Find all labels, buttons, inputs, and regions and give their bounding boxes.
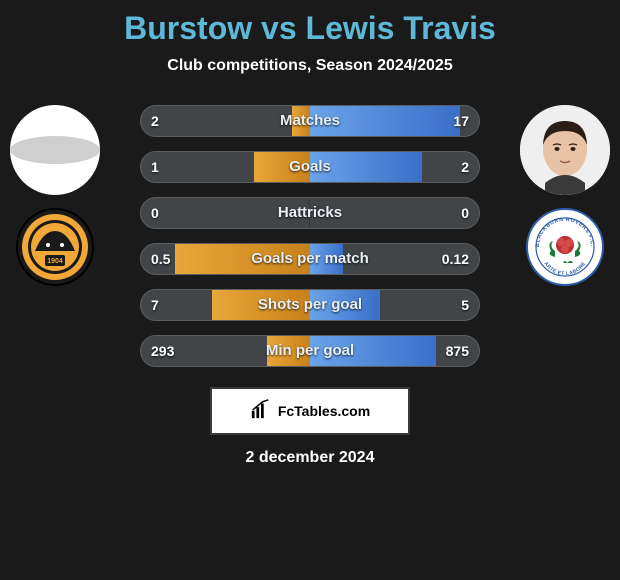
stat-value-left: 0: [151, 198, 159, 228]
stat-value-right: 0.12: [442, 244, 469, 274]
stat-value-right: 0: [461, 198, 469, 228]
left-player-column: 1904: [0, 105, 110, 287]
right-club-crest: BLACKBURN ROVERS F.C. ARTE ET LABORE: [525, 207, 605, 287]
footer-brand-box: FcTables.com: [210, 387, 410, 435]
left-crest-year: 1904: [47, 258, 63, 265]
stat-value-right: 17: [453, 106, 469, 136]
page-title: Burstow vs Lewis Travis: [0, 0, 620, 47]
stat-value-left: 7: [151, 290, 159, 320]
comparison-panel: 1904: [0, 105, 620, 367]
stat-label: Goals per match: [141, 244, 479, 274]
right-player-avatar: [520, 105, 610, 195]
stat-label: Matches: [141, 106, 479, 136]
stat-bar: Matches2 17: [140, 105, 480, 137]
stat-bar: Goals per match0.5 0.12: [140, 243, 480, 275]
subtitle: Club competitions, Season 2024/2025: [0, 57, 620, 75]
right-player-column: BLACKBURN ROVERS F.C. ARTE ET LABORE: [510, 105, 620, 287]
stat-bar: Min per goal293 875: [140, 335, 480, 367]
stat-label: Hattricks: [141, 198, 479, 228]
stat-value-left: 0.5: [151, 244, 170, 274]
stat-bar: Shots per goal7 5: [140, 289, 480, 321]
stat-label: Min per goal: [141, 336, 479, 366]
stat-value-right: 5: [461, 290, 469, 320]
left-club-crest: 1904: [15, 207, 95, 287]
stat-bar: Hattricks0 0: [140, 197, 480, 229]
stat-bars: Matches217Goals12Hattricks00Goals per ma…: [140, 105, 480, 367]
stat-bar: Goals1 2: [140, 151, 480, 183]
stat-value-right: 875: [446, 336, 469, 366]
footer-brand-text: FcTables.com: [278, 403, 370, 419]
fctables-logo-icon: [250, 398, 272, 425]
stat-value-right: 2: [461, 152, 469, 182]
stat-value-left: 1: [151, 152, 159, 182]
footer-date: 2 december 2024: [0, 449, 620, 467]
stat-value-left: 2: [151, 106, 159, 136]
stat-value-left: 293: [151, 336, 174, 366]
stat-label: Goals: [141, 152, 479, 182]
left-player-avatar: [10, 105, 100, 195]
stat-label: Shots per goal: [141, 290, 479, 320]
